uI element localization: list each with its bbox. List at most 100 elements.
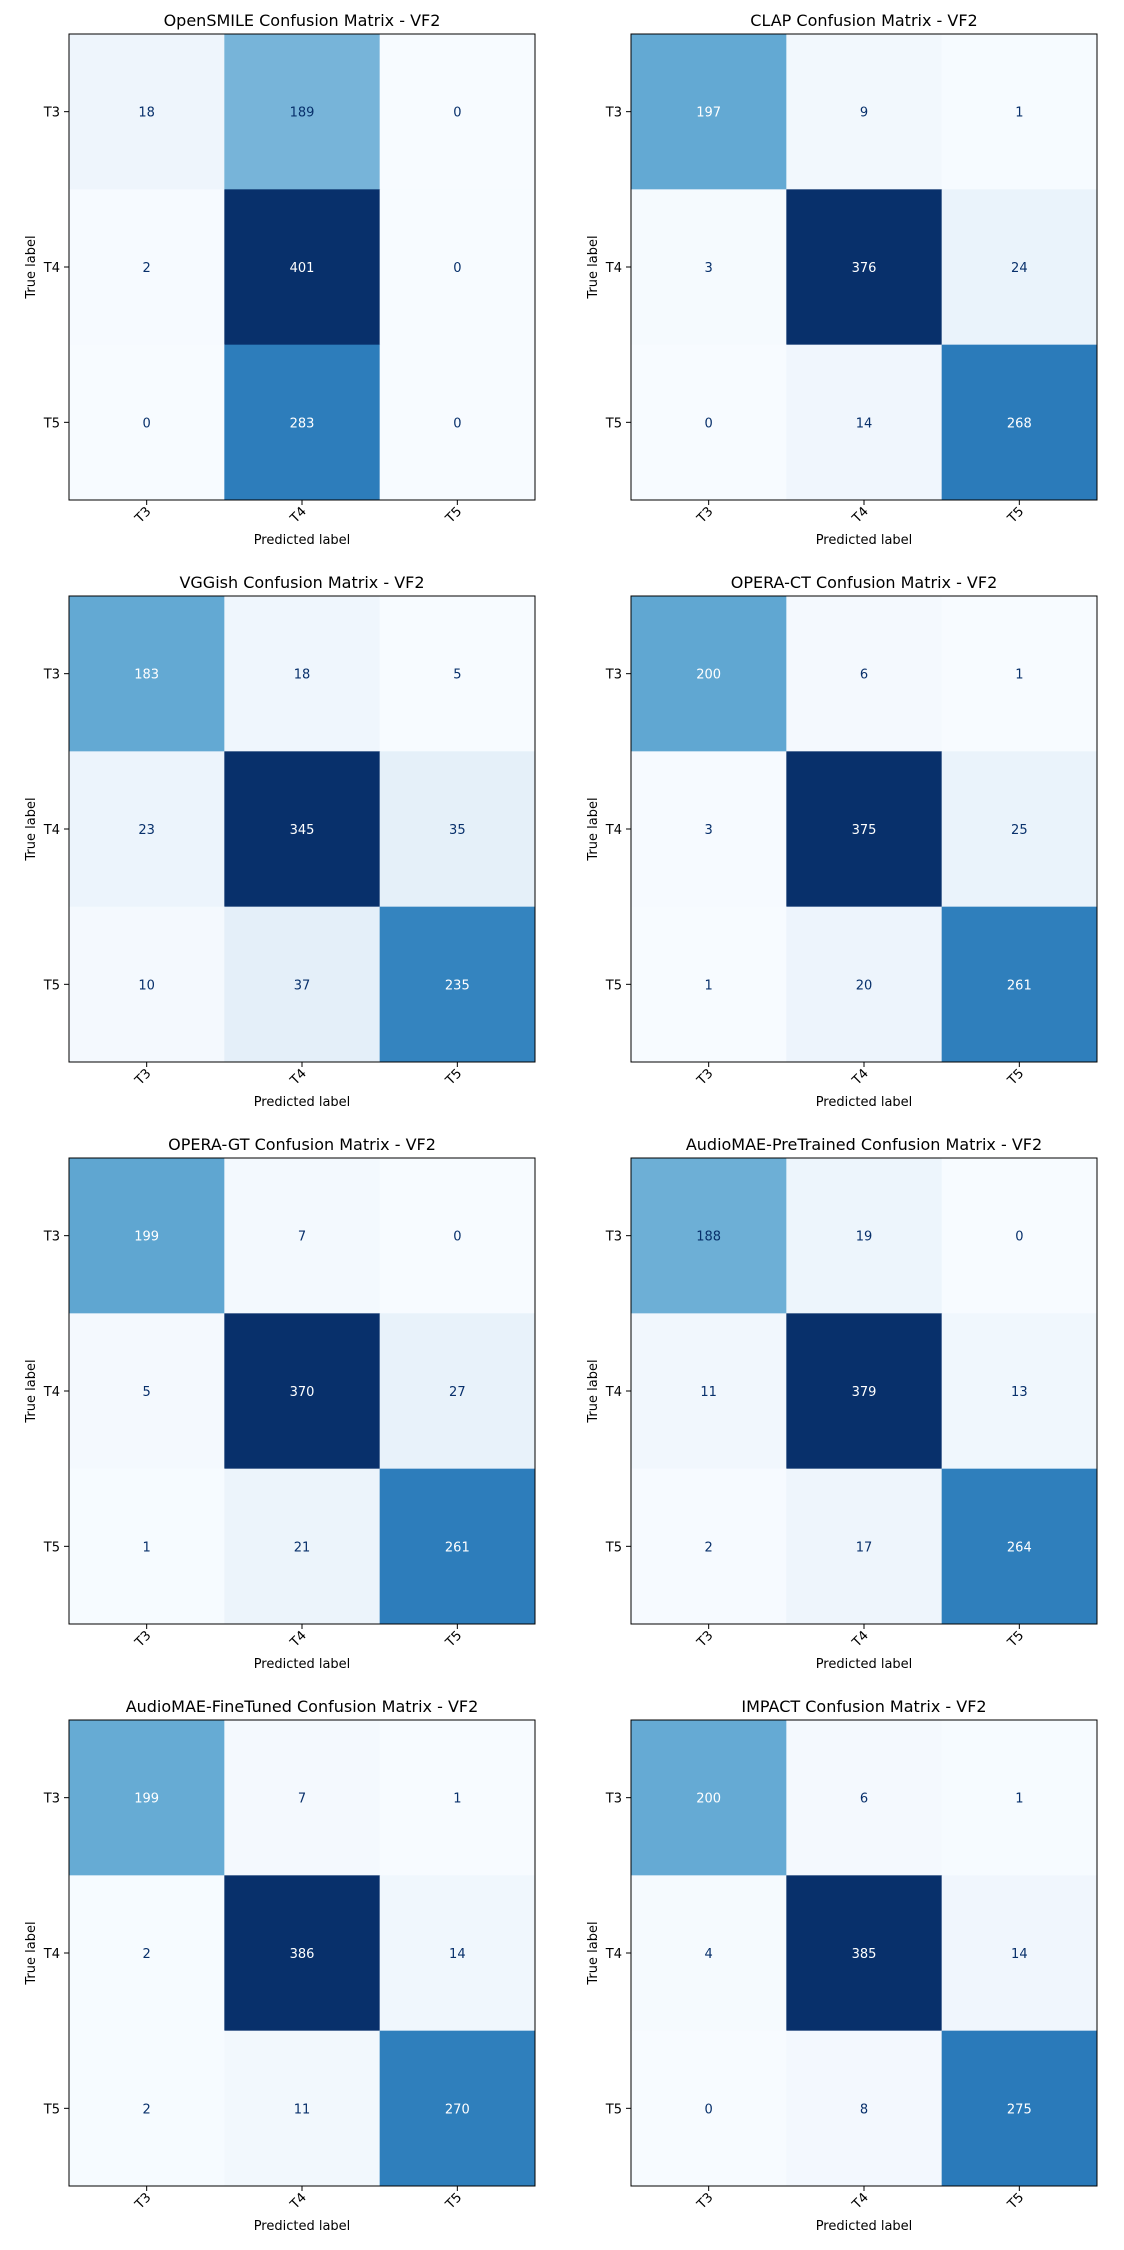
x-axis-label: Predicted label: [816, 1095, 913, 1110]
y-axis-label: True label: [586, 1359, 601, 1423]
heatmap-cell: [631, 906, 787, 1063]
y-axis-label: True label: [24, 1921, 39, 1985]
y-tick-label: T4: [605, 823, 622, 838]
heatmap-cell: [631, 596, 787, 752]
cell-value-label: 4: [705, 1947, 713, 1962]
x-axis-label: Predicted label: [254, 1095, 351, 1110]
cell-value-label: 3: [705, 261, 713, 276]
x-tick-label: T5: [1004, 2190, 1027, 2213]
heatmap-cell: [69, 34, 225, 190]
heatmap-cell: [786, 344, 943, 501]
cell-value-label: 1: [143, 1540, 151, 1555]
y-tick-label: T3: [43, 1230, 60, 1245]
confusion-matrix-2: CLAP Confusion Matrix - VF2 197 9 1 3 376 24 0 1…: [586, 11, 1098, 548]
x-tick-label: T5: [442, 504, 465, 527]
x-tick-label: T4: [849, 1066, 872, 1089]
heatmap-cell: [224, 751, 381, 908]
y-axis-label: True label: [586, 797, 601, 861]
y-tick-label: T5: [43, 1540, 60, 1555]
chart-title: CLAP Confusion Matrix - VF2: [750, 11, 977, 30]
cell-value-label: 379: [852, 1385, 877, 1400]
heatmap-cell: [224, 1468, 381, 1625]
heatmap-cell: [631, 189, 787, 346]
heatmap-cell: [69, 1720, 225, 1876]
x-tick-label: T4: [849, 504, 872, 527]
cell-value-label: 0: [453, 261, 461, 276]
cell-value-label: 24: [1011, 261, 1028, 276]
cell-value-label: 183: [134, 668, 159, 683]
x-axis-label: Predicted label: [254, 2219, 351, 2234]
cell-value-label: 11: [294, 2102, 311, 2117]
cell-value-label: 19: [856, 1230, 873, 1245]
y-tick-label: T4: [43, 1947, 60, 1962]
cell-value-label: 27: [449, 1385, 466, 1400]
y-tick-label: T5: [605, 416, 622, 431]
heatmap-cell: [941, 906, 1098, 1063]
heatmap-cell: [941, 1158, 1098, 1314]
cell-value-label: 8: [860, 2102, 868, 2117]
confusion-matrix-5: OPERA-GT Confusion Matrix - VF2 199 7 0 5 370…: [24, 1135, 536, 1672]
cell-value-label: 189: [290, 106, 315, 121]
cell-value-label: 0: [705, 416, 713, 431]
cell-value-label: 9: [860, 106, 868, 121]
x-tick-label: T3: [132, 1066, 155, 1089]
x-tick-label: T3: [132, 1628, 155, 1651]
cell-value-label: 188: [696, 1230, 721, 1245]
cell-value-label: 0: [705, 2102, 713, 2117]
y-tick-label: T4: [605, 261, 622, 276]
heatmap-cell: [631, 2030, 787, 2187]
x-tick-label: T5: [442, 2190, 465, 2213]
x-tick-label: T3: [694, 1066, 717, 1089]
y-axis-label: True label: [24, 235, 39, 299]
heatmap-cell: [379, 1875, 536, 2032]
heatmap-cell: [224, 34, 381, 190]
heatmap-cell: [69, 751, 225, 908]
chart-title: AudioMAE-PreTrained Confusion Matrix - V…: [686, 1135, 1042, 1154]
x-tick-label: T4: [287, 2190, 310, 2213]
heatmap-cell: [69, 2030, 225, 2187]
cell-value-label: 5: [143, 1385, 151, 1400]
cell-value-label: 275: [1007, 2102, 1032, 2117]
heatmap-cell: [379, 189, 536, 346]
x-tick-label: T3: [132, 2190, 155, 2213]
cell-value-label: 6: [860, 1792, 868, 1807]
cell-value-label: 10: [138, 978, 155, 993]
y-tick-label: T4: [43, 823, 60, 838]
y-tick-label: T5: [43, 416, 60, 431]
cell-value-label: 199: [134, 1792, 159, 1807]
heatmap-cell: [631, 1875, 787, 2032]
cell-value-label: 235: [445, 978, 470, 993]
y-tick-label: T4: [43, 261, 60, 276]
cell-value-label: 385: [852, 1947, 877, 1962]
x-tick-label: T4: [287, 1628, 310, 1651]
cell-value-label: 35: [449, 823, 466, 838]
heatmap-cell: [224, 1313, 381, 1470]
x-axis-label: Predicted label: [816, 533, 913, 548]
cell-value-label: 200: [696, 1792, 721, 1807]
cell-value-label: 11: [700, 1385, 717, 1400]
heatmap-cell: [941, 189, 1098, 346]
cell-value-label: 5: [453, 668, 461, 683]
heatmap-cell: [224, 344, 381, 501]
y-axis-label: True label: [24, 1359, 39, 1423]
cell-value-label: 18: [294, 668, 311, 683]
cell-value-label: 261: [445, 1540, 470, 1555]
heatmap-cell: [786, 1158, 943, 1314]
heatmap-cell: [69, 189, 225, 346]
heatmap-cell: [631, 1158, 787, 1314]
cell-value-label: 1: [453, 1792, 461, 1807]
heatmap-cell: [941, 1720, 1098, 1876]
x-tick-label: T5: [1004, 1628, 1027, 1651]
cell-value-label: 1: [1015, 668, 1023, 683]
cell-value-label: 0: [453, 106, 461, 121]
cell-value-label: 7: [298, 1230, 306, 1245]
chart-title: OPERA-GT Confusion Matrix - VF2: [168, 1135, 436, 1154]
chart-title: OPERA-CT Confusion Matrix - VF2: [731, 573, 998, 592]
heatmap-cell: [786, 1468, 943, 1625]
cell-value-label: 268: [1007, 416, 1032, 431]
cell-value-label: 199: [134, 1230, 159, 1245]
cell-value-label: 200: [696, 668, 721, 683]
heatmap-cell: [224, 1875, 381, 2032]
